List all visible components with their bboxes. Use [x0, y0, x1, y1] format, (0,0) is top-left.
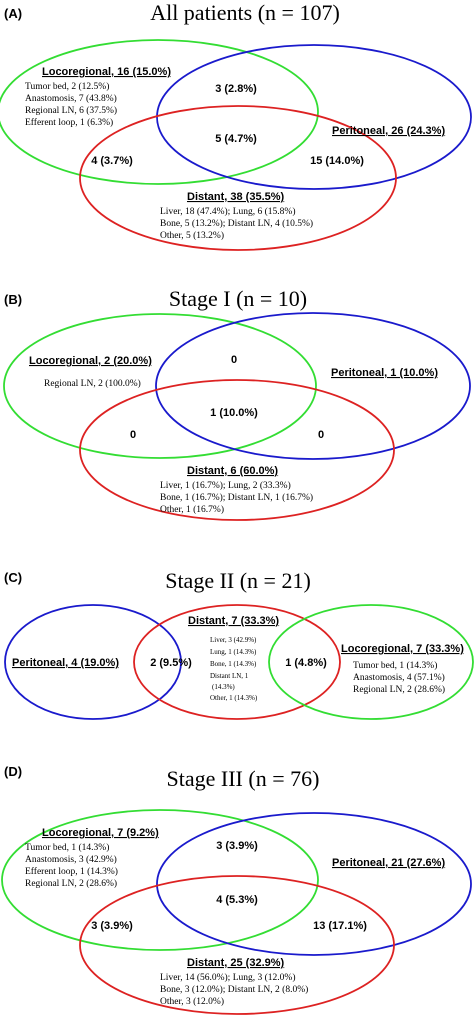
panel-a-locoregional-circle: [0, 39, 319, 185]
panel-b-locoregional-circle: [3, 313, 317, 459]
panel-a-loco-detail-2: Anastomosis, 7 (43.8%): [25, 93, 117, 104]
panel-b-peritoneal-label: Peritoneal, 1 (10.0%): [331, 367, 438, 379]
panel-a-dist-detail-1: Liver, 18 (47.4%); Lung, 6 (15.8%): [160, 206, 296, 217]
panel-c-locoregional-circle: [268, 604, 474, 720]
panel-c-distant-circle: [133, 604, 341, 720]
panel-d-loco-detail-3: Efferent loop, 1 (14.3%): [25, 866, 118, 877]
panel-b-loco-perit-count: 0: [231, 354, 237, 366]
panel-d-all-three-count: 4 (5.3%): [216, 894, 258, 906]
panel-a-peritoneal-label: Peritoneal, 26 (24.3%): [332, 125, 445, 137]
panel-d-title: Stage III (n = 76): [167, 766, 320, 791]
panel-b-title: Stage I (n = 10): [169, 286, 307, 311]
panel-d-peritoneal-circle: [156, 812, 472, 956]
panel-c-peritoneal-label: Peritoneal, 4 (19.0%): [12, 657, 119, 669]
panel-d-locoregional-circle: [1, 809, 319, 951]
panel-c-locoregional-label: Locoregional, 7 (33.3%): [341, 643, 464, 655]
panel-d-loco-dist-count: 3 (3.9%): [91, 920, 133, 932]
panel-d-locoregional-label: Locoregional, 7 (9.2%): [42, 827, 159, 839]
panel-c-loco-detail-3: Regional LN, 2 (28.6%): [353, 684, 445, 695]
panel-d-loco-perit-count: 3 (3.9%): [216, 840, 258, 852]
panel-a-all-three-count: 5 (4.7%): [215, 133, 257, 145]
panel-d-peritoneal-label: Peritoneal, 21 (27.6%): [332, 857, 445, 869]
panel-c-dist-detail-4: Distant LN, 1: [210, 672, 249, 680]
panel-c-dist-loco-count: 1 (4.8%): [285, 657, 327, 669]
panel-c-dist-detail-5: (14.3%): [212, 683, 235, 691]
panel-a-loco-dist-count: 4 (3.7%): [91, 155, 133, 167]
panel-a-loco-perit-count: 3 (2.8%): [215, 83, 257, 95]
panel-b-dist-detail-3: Other, 1 (16.7%): [160, 504, 224, 515]
panel-a-letter: (A): [4, 6, 22, 21]
panel-d-letter: (D): [4, 764, 22, 779]
panel-b-loco-dist-count: 0: [130, 429, 136, 441]
panel-b-distant-circle: [79, 379, 395, 521]
panel-a: (A) All patients (n = 107) Locoregional,…: [0, 0, 472, 251]
panel-b-peritoneal-circle: [155, 312, 471, 460]
panel-a-loco-detail-3: Regional LN, 6 (37.5%): [25, 105, 117, 116]
panel-d-dist-detail-3: Other, 3 (12.0%): [160, 996, 224, 1007]
panel-a-loco-detail-1: Tumor bed, 2 (12.5%): [25, 81, 109, 92]
panel-b-all-three-count: 1 (10.0%): [210, 407, 258, 419]
panel-d-distant-circle: [79, 875, 395, 1015]
panel-b-letter: (B): [4, 292, 22, 307]
panel-c: (C) Stage II (n = 21) Peritoneal, 4 (19.…: [4, 568, 474, 720]
panel-c-letter: (C): [4, 570, 22, 585]
panel-d-distant-label: Distant, 25 (32.9%): [187, 957, 285, 969]
panel-b-perit-dist-count: 0: [318, 429, 324, 441]
panel-c-distant-label: Distant, 7 (33.3%): [188, 615, 279, 627]
panel-a-distant-label: Distant, 38 (35.5%): [187, 191, 285, 203]
panel-b-dist-detail-2: Bone, 1 (16.7%); Distant LN, 1 (16.7%): [160, 492, 313, 503]
panel-c-dist-detail-2: Lung, 1 (14.3%): [210, 648, 257, 656]
panel-c-dist-detail-1: Liver, 3 (42.9%): [210, 636, 257, 644]
panel-c-loco-detail-2: Anastomosis, 4 (57.1%): [353, 672, 445, 683]
panel-d-loco-detail-2: Anastomosis, 3 (42.9%): [25, 854, 117, 865]
panel-a-title: All patients (n = 107): [150, 0, 340, 25]
panel-a-perit-dist-count: 15 (14.0%): [310, 155, 364, 167]
panel-b: (B) Stage I (n = 10) Locoregional, 2 (20…: [3, 286, 471, 521]
panel-b-loco-detail-1: Regional LN, 2 (100.0%): [44, 378, 141, 389]
panel-d-dist-detail-1: Liver, 14 (56.0%); Lung, 3 (12.0%): [160, 972, 296, 983]
panel-c-title: Stage II (n = 21): [165, 568, 311, 593]
panel-b-locoregional-label: Locoregional, 2 (20.0%): [29, 355, 152, 367]
panel-d-loco-detail-1: Tumor bed, 1 (14.3%): [25, 842, 109, 853]
panel-c-loco-detail-1: Tumor bed, 1 (14.3%): [353, 660, 437, 671]
panel-a-dist-detail-3: Other, 5 (13.2%): [160, 230, 224, 241]
panel-b-distant-label: Distant, 6 (60.0%): [187, 465, 278, 477]
panel-a-peritoneal-circle: [156, 44, 472, 190]
panel-a-loco-detail-4: Efferent loop, 1 (6.3%): [25, 117, 113, 128]
panel-a-locoregional-label: Locoregional, 16 (15.0%): [42, 66, 171, 78]
panel-b-dist-detail-1: Liver, 1 (16.7%); Lung, 2 (33.3%): [160, 480, 291, 491]
panel-c-perit-dist-count: 2 (9.5%): [150, 657, 192, 669]
panel-c-dist-detail-6: Other, 1 (14.3%): [210, 694, 258, 702]
panel-c-dist-detail-3: Bone, 1 (14.3%): [210, 660, 257, 668]
panel-a-distant-circle: [79, 105, 397, 251]
panel-a-dist-detail-2: Bone, 5 (13.2%); Distant LN, 4 (10.5%): [160, 218, 313, 229]
panel-c-peritoneal-circle: [4, 604, 182, 720]
panel-d: (D) Stage III (n = 76) Locoregional, 7 (…: [1, 764, 472, 1015]
panel-d-loco-detail-4: Regional LN, 2 (28.6%): [25, 878, 117, 889]
panel-d-dist-detail-2: Bone, 3 (12.0%); Distant LN, 2 (8.0%): [160, 984, 308, 995]
panel-d-perit-dist-count: 13 (17.1%): [313, 920, 367, 932]
